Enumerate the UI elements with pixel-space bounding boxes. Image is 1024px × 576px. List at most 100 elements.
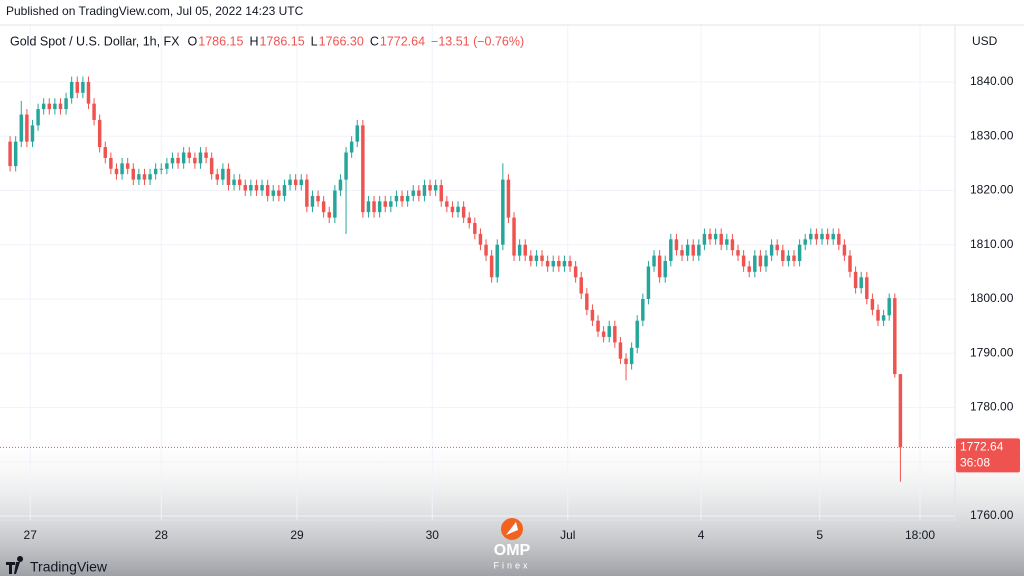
candle-body: [25, 114, 29, 142]
candle-body: [523, 244, 527, 256]
candle-body: [249, 185, 253, 191]
candle-body: [338, 179, 343, 191]
candle-body: [646, 266, 651, 299]
y-tick-label: 1820.00: [970, 183, 1014, 197]
candle-body: [596, 320, 600, 332]
candle-body: [125, 163, 130, 169]
x-tick-label: 4: [698, 528, 705, 542]
candle-body: [277, 190, 281, 196]
candle-body: [226, 168, 231, 186]
candle-body: [142, 174, 147, 180]
candle-body: [333, 190, 337, 218]
candle-body: [400, 195, 404, 202]
candle-body: [310, 195, 315, 207]
candle-body: [708, 233, 712, 240]
candle-body: [456, 206, 460, 213]
branding-text: TradingView: [30, 559, 108, 575]
candle-body: [75, 81, 80, 93]
candle-body: [355, 125, 359, 142]
candle-body: [753, 255, 757, 272]
candle-body: [747, 266, 751, 272]
candle-body: [461, 206, 466, 218]
y-tick-label: 1780.00: [970, 400, 1014, 414]
candle-body: [837, 233, 841, 245]
candle-body: [713, 233, 718, 240]
candle-body: [181, 152, 186, 164]
candle-body: [86, 81, 91, 104]
candle-body: [825, 233, 830, 240]
candle-body: [764, 255, 768, 267]
candle-body: [411, 190, 415, 196]
ohlc-value: 1772.64: [380, 34, 425, 48]
candle-body: [232, 179, 236, 186]
candle-body: [97, 119, 102, 148]
candle-body: [853, 271, 858, 289]
candle-body: [187, 152, 191, 158]
candle-body: [568, 260, 572, 267]
candle-body: [478, 233, 483, 245]
candle-body: [573, 266, 578, 278]
candle-body: [590, 309, 595, 321]
currency: USD: [972, 34, 998, 48]
candle-body: [209, 157, 214, 175]
candle-body: [674, 239, 679, 251]
candle-body: [361, 125, 365, 213]
candle-body: [433, 185, 438, 191]
candle-body: [193, 157, 197, 164]
candle-body: [221, 168, 225, 180]
candle-body: [506, 179, 511, 218]
candle-body: [719, 233, 723, 245]
ohlc-value: 1766.30: [319, 34, 364, 48]
candle-body: [669, 239, 673, 261]
candle-body: [607, 326, 611, 337]
candle-body: [657, 255, 662, 278]
candle-body: [170, 157, 175, 164]
y-tick-label: 1810.00: [970, 237, 1014, 251]
candle-body: [389, 201, 393, 207]
branding-logo: [6, 556, 24, 574]
candle-body: [254, 185, 259, 191]
candle-body: [92, 103, 96, 120]
y-tick-label: 1840.00: [970, 74, 1014, 88]
candle-body: [473, 223, 477, 234]
candle-body: [881, 315, 886, 321]
grid: [0, 25, 955, 520]
candle-body: [725, 239, 729, 245]
candle-body: [495, 244, 499, 278]
candle-body: [831, 233, 835, 240]
candle-body: [137, 174, 141, 180]
y-tick-label: 1790.00: [970, 345, 1014, 359]
watermark-logo-mark: [506, 522, 518, 535]
candle-body: [288, 179, 292, 186]
bottom-fade: [0, 430, 1024, 576]
candle-body: [512, 217, 516, 256]
candle-body: [736, 250, 740, 256]
candle-body: [635, 320, 639, 348]
candle-body: [842, 244, 847, 256]
ohlc-label: H: [249, 34, 258, 48]
candle-body: [36, 109, 40, 126]
candle-body: [870, 298, 875, 310]
candle-body: [204, 152, 208, 158]
candle-body: [215, 174, 219, 180]
published-note: Published on TradingView.com, Jul 05, 20…: [6, 4, 304, 18]
candle-body: [327, 212, 331, 218]
candle-body: [517, 244, 522, 256]
candle-body: [41, 103, 46, 110]
x-tick-label: 28: [155, 528, 169, 542]
candle-body: [557, 260, 561, 267]
candle-body: [131, 168, 136, 180]
candle-body: [445, 201, 449, 207]
candle-body: [769, 244, 774, 256]
candle-body: [282, 185, 287, 196]
candle-body: [562, 260, 567, 267]
candle-body: [579, 277, 583, 294]
candle-body: [534, 255, 539, 261]
x-tick-label: 30: [426, 528, 440, 542]
ohlc-value: 1786.15: [198, 34, 243, 48]
candle-body: [8, 141, 12, 167]
candle-body: [299, 179, 303, 186]
candle-body: [540, 255, 544, 261]
candle-body: [30, 125, 35, 142]
